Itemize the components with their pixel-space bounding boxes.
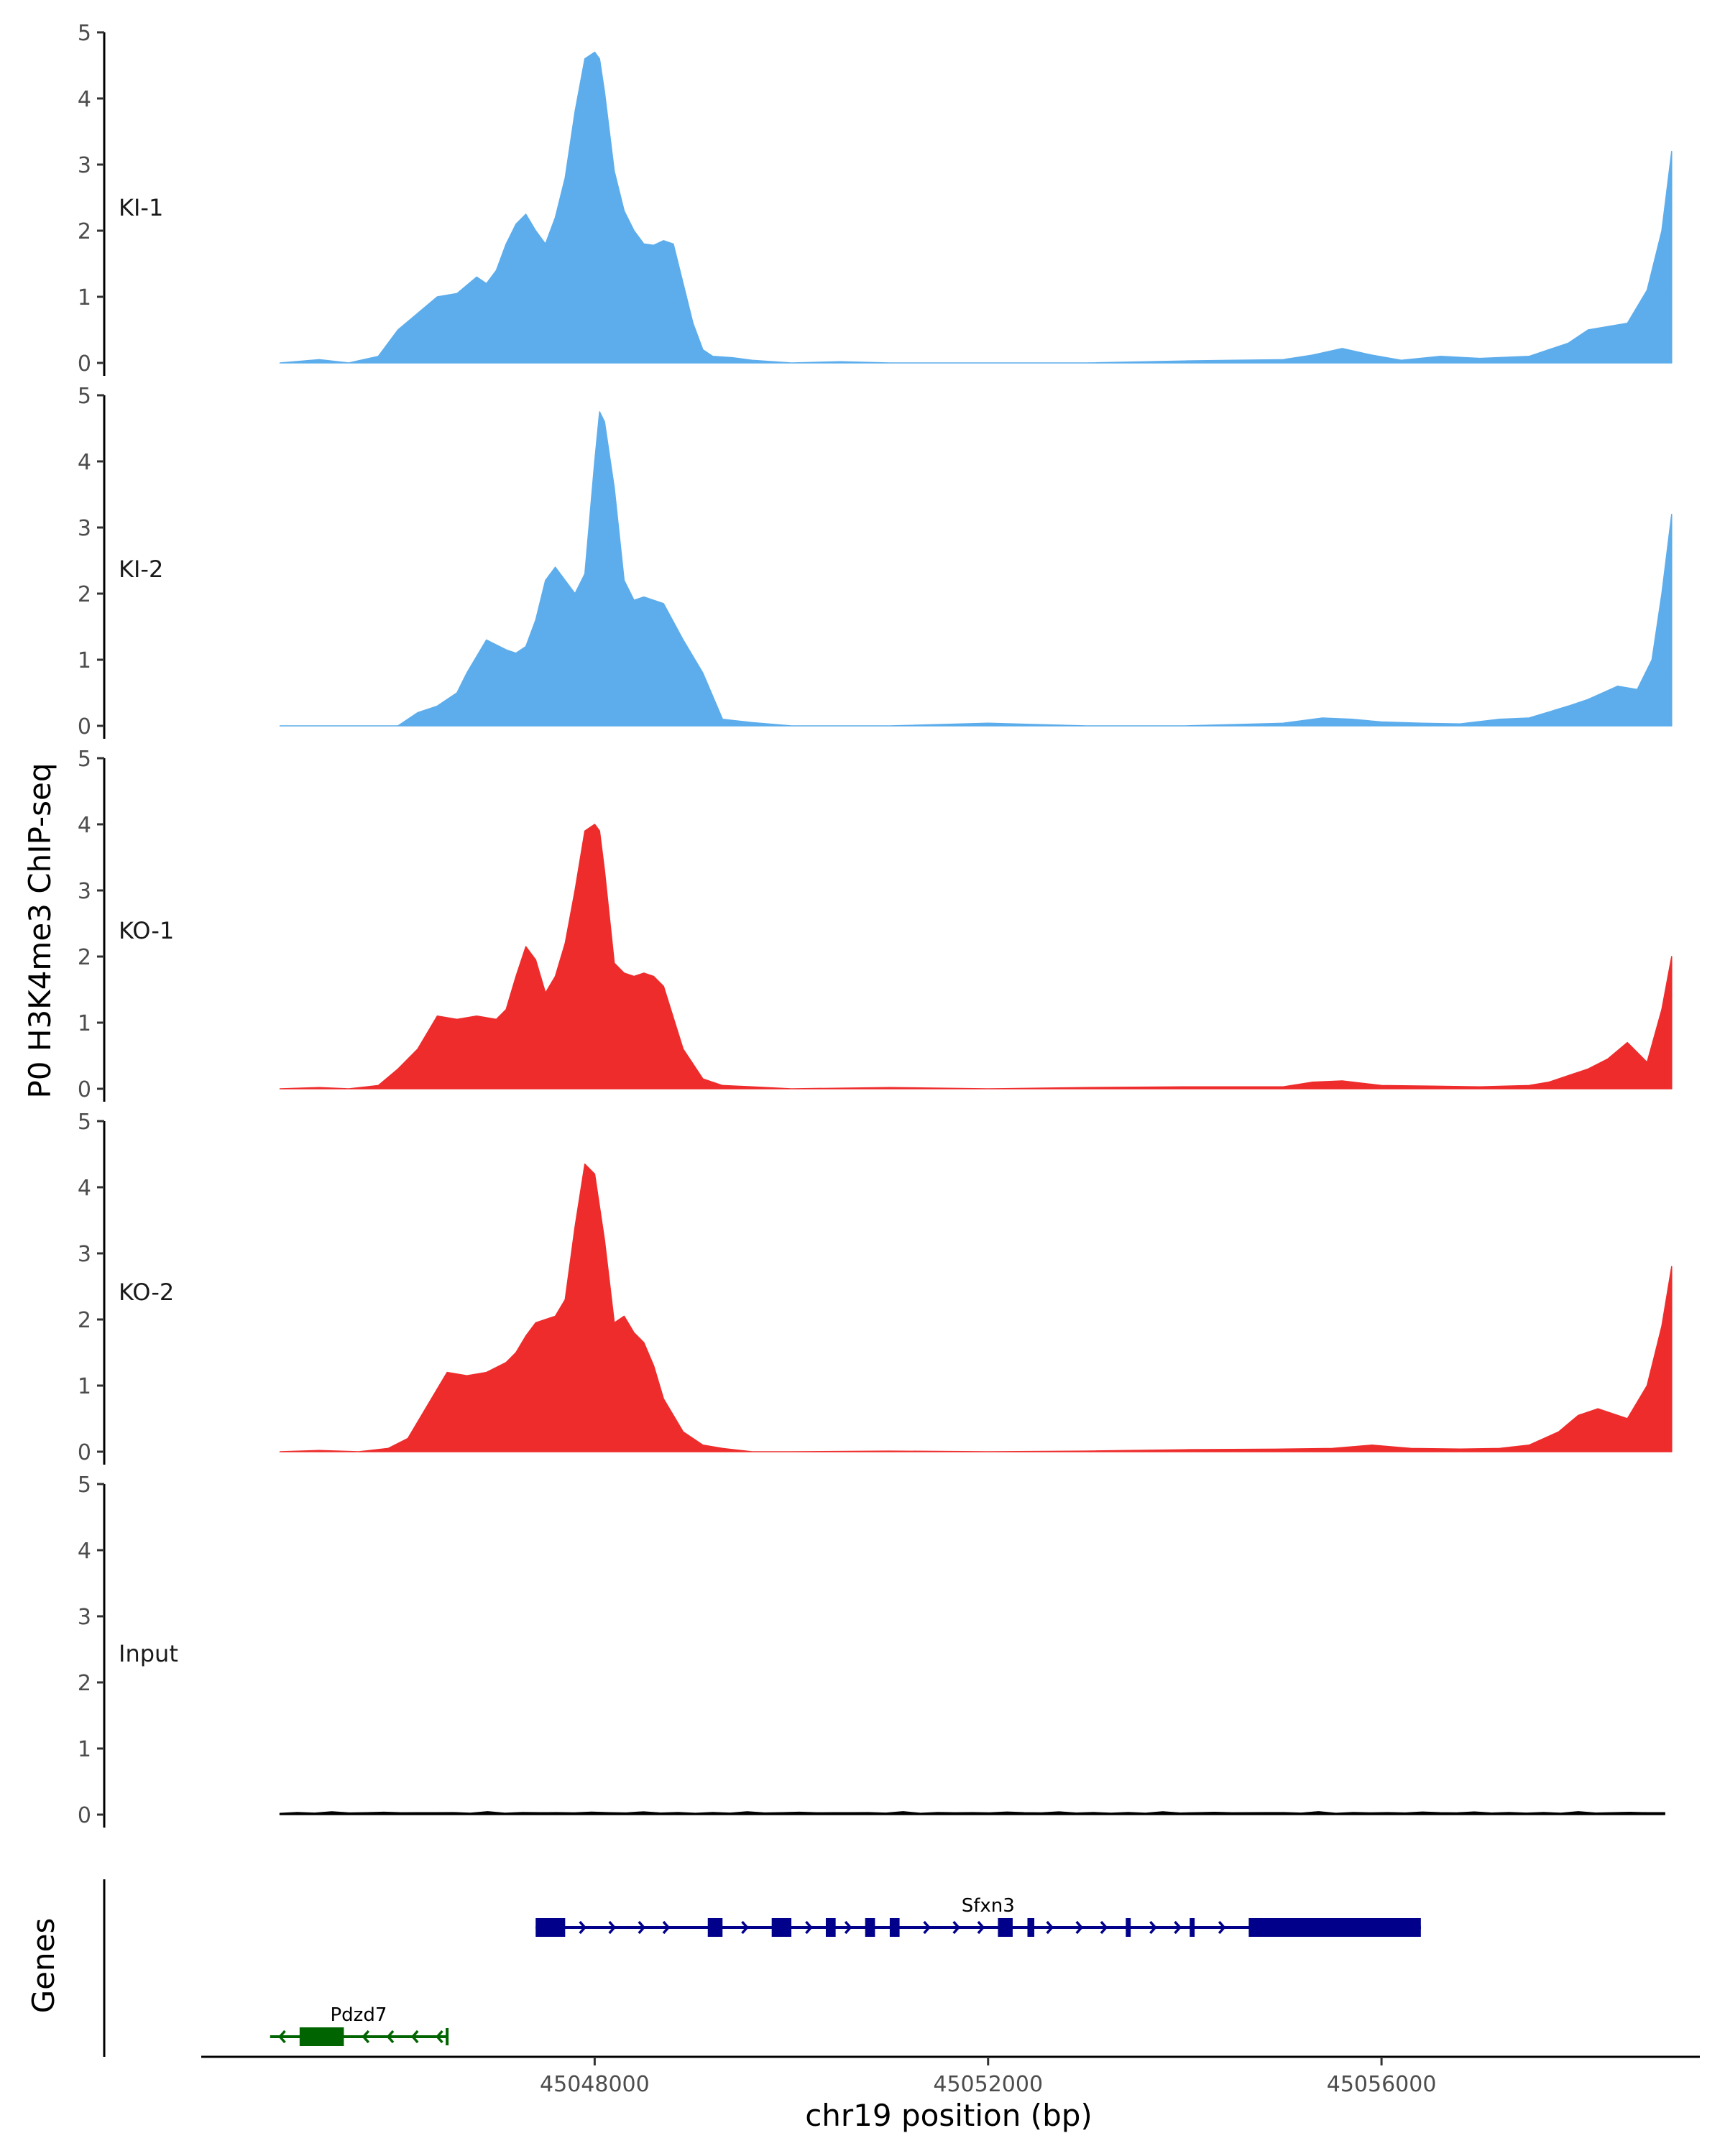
- gene-strand-arrow: [386, 2030, 395, 2044]
- genes-layer: Sfxn3 Pdzd7: [103, 1879, 1421, 2057]
- y-tick-label: 0: [78, 1803, 91, 1828]
- gene-strand-arrow: [805, 1920, 813, 1935]
- gene-exon: [865, 1918, 875, 1937]
- y-tick-label: 3: [78, 516, 91, 541]
- track-label: Input: [119, 1640, 178, 1667]
- gene-strand-arrow: [1075, 1920, 1084, 1935]
- gene-pdzd7: Pdzd7: [270, 2004, 449, 2046]
- y-tick-label: 1: [78, 1374, 91, 1399]
- x-tick-label: 45056000: [1327, 2072, 1437, 2097]
- gene-exon: [771, 1918, 792, 1937]
- gene-exon: [998, 1918, 1013, 1937]
- track-label: KO-2: [119, 1279, 174, 1306]
- y-tick-label: 3: [78, 1605, 91, 1630]
- gene-exon: [707, 1918, 723, 1937]
- gene-label: Pdzd7: [331, 2004, 387, 2026]
- y-tick-label: 2: [78, 1308, 91, 1333]
- gene-strand-arrow: [1149, 1920, 1157, 1935]
- gene-strand-arrow: [977, 1920, 985, 1935]
- y-tick-label: 1: [78, 285, 91, 310]
- y-tick-label: 4: [78, 87, 91, 112]
- y-tick-label: 4: [78, 1176, 91, 1201]
- signal-area-ki-1: [279, 51, 1673, 364]
- y-tick-label: 2: [78, 1671, 91, 1696]
- signal-area-ko-2: [279, 1164, 1673, 1452]
- y-tick-label: 3: [78, 1242, 91, 1267]
- y-tick-label: 5: [78, 1473, 91, 1498]
- gene-label: Sfxn3: [962, 1895, 1015, 1917]
- y-tick-label: 4: [78, 813, 91, 838]
- gene-strand-arrow: [362, 2030, 370, 2044]
- track-ko-1: 0 1 2 3 4 5 KO-1: [78, 747, 1673, 1102]
- x-axis-title: chr19 position (bp): [805, 2098, 1092, 2133]
- gene-strand-arrow: [638, 1920, 646, 1935]
- gene-strand-arrow: [844, 1920, 852, 1935]
- gene-exon: [299, 2027, 344, 2046]
- gene-strand-arrow: [1046, 1920, 1054, 1935]
- gene-strand-arrow: [579, 1920, 587, 1935]
- track-input: 0 1 2 3 4 5 Input: [78, 1473, 1665, 1828]
- y-tick-label: 1: [78, 648, 91, 673]
- y-tick-label: 2: [78, 219, 91, 244]
- y-tick-label: 1: [78, 1737, 91, 1762]
- signal-area-ko-1: [279, 824, 1673, 1089]
- gene-strand-arrow: [662, 1920, 671, 1935]
- x-axis: 45048000 45052000 45056000: [201, 2055, 1700, 2097]
- y-tick-label: 5: [78, 747, 91, 772]
- y-tick-label: 5: [78, 384, 91, 409]
- y-tick-label: 0: [78, 714, 91, 740]
- y-tick-label: 0: [78, 351, 91, 377]
- gene-strand-arrow: [923, 1920, 931, 1935]
- y-tick-label: 3: [78, 153, 91, 178]
- gene-exon: [1126, 1918, 1131, 1937]
- genes-axis-title: Genes: [26, 1918, 61, 2014]
- y-tick-label: 2: [78, 582, 91, 607]
- y-tick-label: 4: [78, 450, 91, 475]
- y-tick-label: 5: [78, 1110, 91, 1135]
- track-ko-2: 0 1 2 3 4 5 KO-2: [78, 1110, 1673, 1465]
- gene-strand-arrow: [741, 1920, 749, 1935]
- gene-strand-arrow: [952, 1920, 961, 1935]
- gene-strand-arrow: [1174, 1920, 1182, 1935]
- y-tick-label: 4: [78, 1539, 91, 1564]
- y-tick-label: 0: [78, 1077, 91, 1102]
- gene-strand-arrow: [1218, 1920, 1226, 1935]
- gene-strand-arrow: [410, 2030, 419, 2044]
- track-ki-2: 0 1 2 3 4 5 KI-2: [78, 384, 1673, 740]
- gene-strand-arrow: [608, 1920, 617, 1935]
- track-label: KI-2: [119, 556, 163, 583]
- y-tick-label: 3: [78, 879, 91, 904]
- gene-strand-arrow: [278, 2030, 286, 2044]
- x-tick-label: 45048000: [540, 2072, 650, 2097]
- y-axis-title: P0 H3K4me3 ChIP-seq: [22, 763, 58, 1098]
- gene-strand-arrow: [436, 2030, 443, 2044]
- signal-area-ki-2: [279, 411, 1673, 727]
- signal-area-input: [279, 1811, 1665, 1815]
- track-label: KI-1: [119, 194, 163, 221]
- tracks-layer: 0 1 2 3 4 5 KI-1 0 1 2 3 4 5 KI-2 0 1 2 3 4 5 KO-1 0 1 2 3 4 5 KO-2…: [78, 21, 1673, 1828]
- gene-exon: [1027, 1918, 1035, 1937]
- gene-exon: [535, 1918, 566, 1937]
- gene-exon: [825, 1918, 836, 1937]
- gene-strand-arrow: [1100, 1920, 1108, 1935]
- gene-exon: [1190, 1918, 1195, 1937]
- gene-exon: [1248, 1918, 1421, 1937]
- gene-exon: [889, 1918, 900, 1937]
- y-tick-label: 2: [78, 945, 91, 970]
- track-ki-1: 0 1 2 3 4 5 KI-1: [78, 21, 1673, 377]
- gene-sfxn3: Sfxn3: [535, 1895, 1421, 1937]
- y-tick-label: 5: [78, 21, 91, 46]
- x-tick-label: 45052000: [933, 2072, 1043, 2097]
- track-label: KO-1: [119, 917, 174, 944]
- y-tick-label: 1: [78, 1011, 91, 1036]
- y-tick-label: 0: [78, 1440, 91, 1465]
